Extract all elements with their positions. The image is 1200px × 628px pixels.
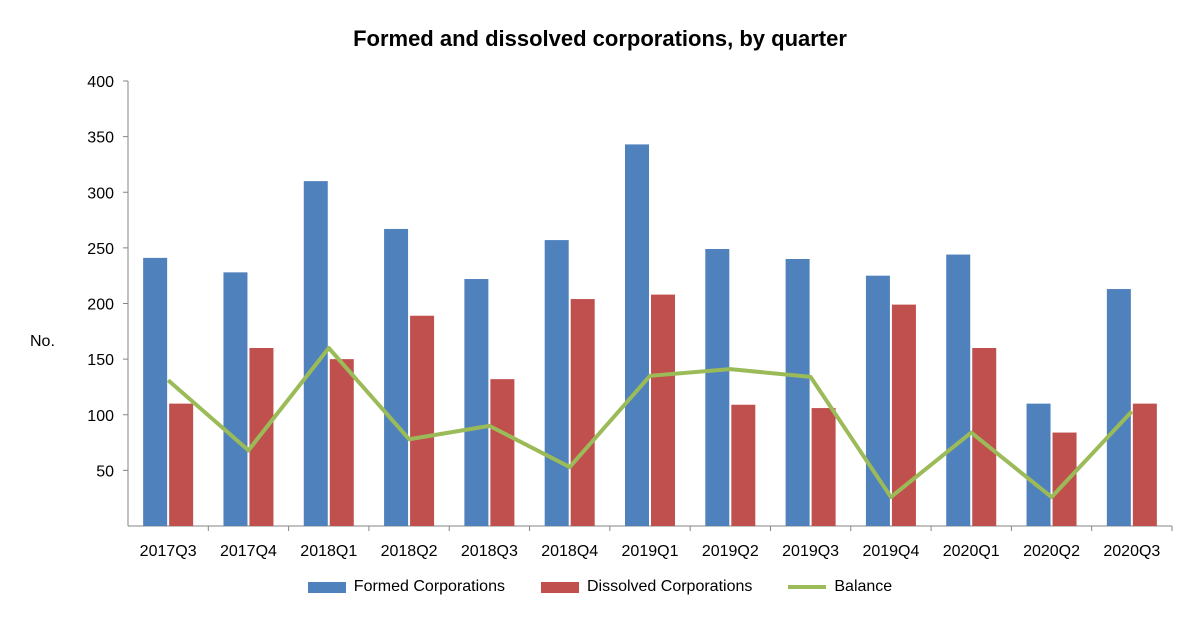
legend-label-dissolved: Dissolved Corporations (586, 578, 753, 595)
y-tick-label: 100 (87, 408, 114, 425)
x-tick-label: 2019Q2 (702, 543, 759, 560)
bar-formed (223, 272, 248, 526)
bar-dissolved (169, 403, 194, 526)
bar-dissolved (811, 408, 836, 526)
y-tick-label: 300 (87, 185, 114, 202)
bar-formed (946, 254, 971, 527)
line-balance (166, 346, 1134, 500)
bar-dissolved (731, 404, 756, 526)
x-tick-label: 2019Q3 (782, 543, 839, 560)
chart-legend: Formed Corporations Dissolved Corporatio… (0, 578, 1200, 596)
y-axis-label: No. (30, 333, 55, 350)
bar-dissolved (651, 294, 675, 526)
x-tick-label: 2018Q2 (381, 543, 438, 560)
y-tick-label: 350 (87, 130, 114, 147)
legend-item-balance: Balance (788, 578, 892, 596)
y-tick-label: 200 (87, 297, 114, 314)
bar-formed (1106, 289, 1131, 526)
bar-formed (705, 248, 730, 527)
bar-dissolved (1132, 403, 1157, 526)
x-tick-label: 2019Q4 (862, 543, 919, 560)
y-tick-label: 150 (87, 352, 114, 369)
bar-formed (384, 228, 409, 526)
bar-dissolved (570, 299, 595, 526)
bar-dissolved (1052, 432, 1077, 526)
x-tick-label: 2018Q1 (300, 543, 357, 560)
legend-label-formed: Formed Corporations (353, 578, 505, 595)
x-tick-label: 2018Q3 (461, 543, 518, 560)
x-tick-label: 2019Q1 (622, 543, 679, 560)
x-tick-label: 2020Q2 (1023, 543, 1080, 560)
legend-label-balance: Balance (834, 578, 893, 595)
x-tick-label: 2017Q4 (220, 543, 277, 560)
bar-dissolved (329, 359, 354, 526)
legend-swatch-balance (788, 585, 827, 589)
legend-swatch-formed (307, 581, 346, 593)
x-tick-label: 2020Q1 (943, 543, 1000, 560)
y-tick-label: 250 (87, 241, 114, 258)
x-tick-label: 2020Q3 (1103, 543, 1160, 560)
bar-formed (625, 144, 649, 526)
x-tick-label: 2017Q3 (140, 543, 197, 560)
legend-item-formed: Formed Corporations (307, 578, 505, 596)
x-tick-label: 2018Q4 (541, 543, 598, 560)
bar-formed (143, 257, 168, 526)
y-tick-label: 50 (96, 463, 114, 480)
legend-item-dissolved: Dissolved Corporations (540, 578, 753, 596)
bar-formed (544, 240, 569, 526)
bar-dissolved (410, 315, 435, 526)
bar-formed (785, 259, 810, 526)
y-tick-label: 400 (87, 74, 114, 91)
bar-formed (865, 275, 890, 526)
bar-formed (464, 279, 489, 526)
legend-swatch-dissolved (540, 581, 579, 593)
bar-formed (1026, 403, 1051, 526)
bar-dissolved (490, 379, 515, 526)
chart-title: Formed and dissolved corporations, by qu… (353, 26, 847, 51)
